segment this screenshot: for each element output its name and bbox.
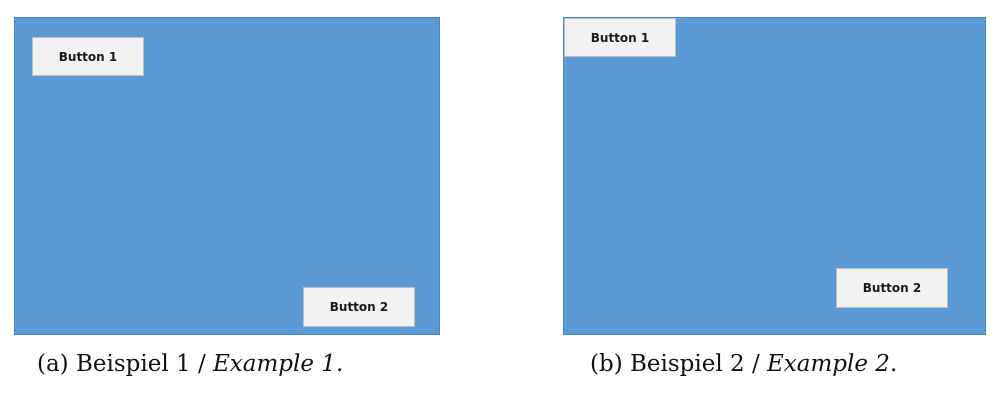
button-1[interactable]: Button 1 <box>564 18 676 57</box>
caption-example-1: (a) Beispiel 1 / Example 1. <box>37 351 343 377</box>
caption-italic: Example 1 <box>213 351 336 377</box>
example-2-window: Button 1 Button 2 <box>563 17 986 335</box>
caption-prefix: (a) Beispiel 1 / <box>37 351 214 377</box>
caption-suffix: . <box>335 351 344 377</box>
example-1-window: Button 1 Button 2 <box>14 17 440 335</box>
caption-italic: Example 2 <box>767 351 890 377</box>
caption-prefix: (b) Beispiel 2 / <box>590 351 768 377</box>
button-1[interactable]: Button 1 <box>32 37 144 76</box>
button-2[interactable]: Button 2 <box>836 268 948 308</box>
button-2[interactable]: Button 2 <box>303 287 415 327</box>
caption-example-2: (b) Beispiel 2 / Example 2. <box>590 351 897 377</box>
caption-suffix: . <box>889 351 898 377</box>
